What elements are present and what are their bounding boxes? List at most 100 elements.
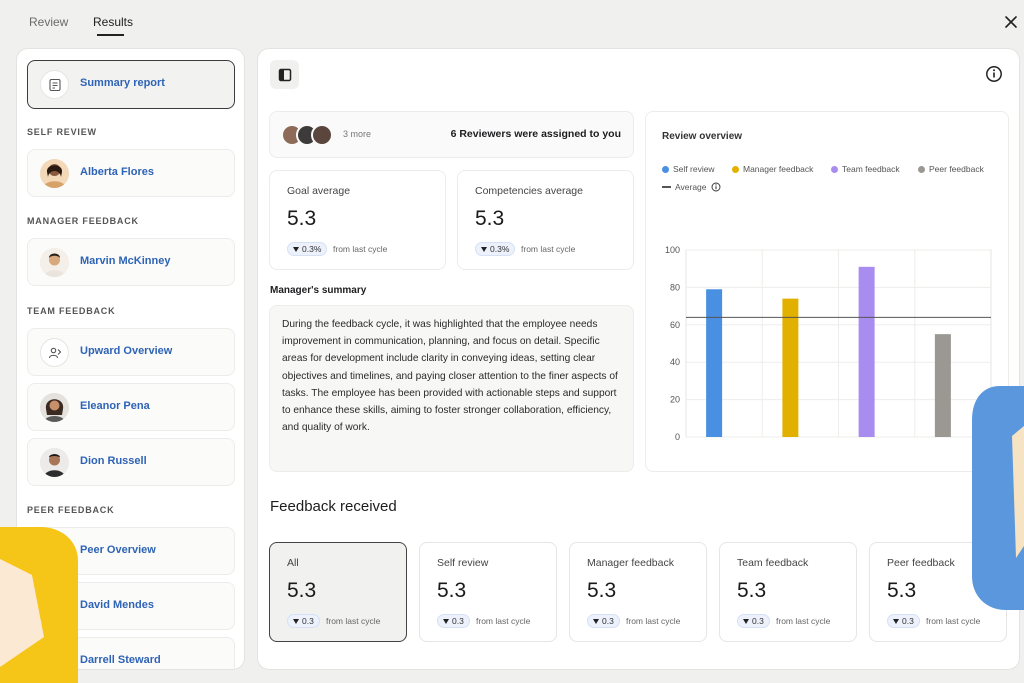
section-title-self-review: SELF REVIEW xyxy=(27,127,97,137)
delta-value: 0.3 xyxy=(302,616,314,626)
sidebar-item-summary-report[interactable]: Summary report xyxy=(27,60,235,109)
legend-item: Manager feedback xyxy=(732,164,813,174)
bar-manager-feedback xyxy=(782,298,799,437)
legend-item-average: Average xyxy=(662,182,721,192)
stat-value: 5.3 xyxy=(287,207,317,230)
delta-note: from last cycle xyxy=(476,616,531,626)
delta-badge: 0.3 xyxy=(737,614,770,628)
sidebar-item-label: Upward Overview xyxy=(80,345,173,357)
delta-badge: 0.3 xyxy=(587,614,620,628)
sidebar-item-label: Eleanor Pena xyxy=(80,400,150,412)
delta-note: from last cycle xyxy=(333,244,388,254)
legend-label: Average xyxy=(675,182,707,192)
sidebar-item-label: Darrell Steward xyxy=(80,654,161,666)
legend-swatch xyxy=(831,165,838,173)
delta-badge: 0.3% xyxy=(287,242,328,256)
delta-badge: 0.3 xyxy=(887,614,920,628)
feedback-card-all[interactable]: All 5.3 0.3 from last cycle xyxy=(269,542,407,642)
delta-value: 0.3 xyxy=(902,616,914,626)
sidebar-item-label: Alberta Flores xyxy=(80,166,154,178)
reviewers-card: 3 more 6 Reviewers were assigned to you xyxy=(269,111,634,158)
info-icon[interactable] xyxy=(711,182,721,192)
avatar xyxy=(40,159,69,188)
tab-review[interactable]: Review xyxy=(29,15,69,29)
delta-value: 0.3 xyxy=(452,616,464,626)
sidebar-item-alberta-flores[interactable]: Alberta Flores xyxy=(27,149,235,197)
sidebar-item-label: Peer Overview xyxy=(80,544,156,556)
feedback-card-value: 5.3 xyxy=(737,579,767,602)
legend-item: Self review xyxy=(662,164,715,174)
avatar xyxy=(40,393,69,422)
decorative-blue-shape xyxy=(972,386,1024,610)
delta-note: from last cycle xyxy=(626,616,681,626)
feedback-card-label: Self review xyxy=(437,557,489,569)
y-tick-label: 80 xyxy=(670,282,680,292)
legend-item: Peer feedback xyxy=(918,164,984,174)
down-arrow-icon xyxy=(293,618,299,624)
y-tick-label: 20 xyxy=(670,395,680,405)
review-overview-chart: 0 20 40 60 80 100 xyxy=(665,245,992,442)
delta-note: from last cycle xyxy=(326,616,381,626)
stat-label: Competencies average xyxy=(475,185,583,197)
feedback-card-label: Team feedback xyxy=(737,557,809,569)
feedback-received-title: Feedback received xyxy=(270,498,397,515)
delta-value: 0.3% xyxy=(490,244,510,254)
down-arrow-icon xyxy=(593,618,599,624)
legend-swatch xyxy=(732,165,739,173)
sidebar-item-label: David Mendes xyxy=(80,599,154,611)
managers-summary-title: Manager's summary xyxy=(270,285,367,296)
down-arrow-icon xyxy=(743,618,749,624)
delta-note: from last cycle xyxy=(521,244,576,254)
stat-value: 5.3 xyxy=(475,207,505,230)
review-overview-card: Review overview Self review Manager feed… xyxy=(645,111,1009,472)
managers-summary-text: During the feedback cycle, it was highli… xyxy=(282,319,618,434)
feedback-card-value: 5.3 xyxy=(437,579,467,602)
feedback-card-label: All xyxy=(287,557,299,569)
avatar xyxy=(40,448,69,477)
delta-value: 0.3 xyxy=(602,616,614,626)
delta-badge: 0.3% xyxy=(475,242,516,256)
y-tick-label: 0 xyxy=(675,432,680,442)
bar-peer-feedback xyxy=(934,334,951,437)
close-icon[interactable] xyxy=(1002,13,1020,31)
avatar xyxy=(311,124,333,146)
legend-line xyxy=(662,186,671,188)
feedback-card-team-feedback[interactable]: Team feedback 5.3 0.3 from last cycle xyxy=(719,542,857,642)
down-arrow-icon xyxy=(893,618,899,624)
sidebar-toggle-icon xyxy=(278,68,291,81)
y-tick-label: 100 xyxy=(665,245,680,255)
legend-swatch xyxy=(918,165,925,173)
delta-badge: 0.3 xyxy=(287,614,320,628)
feedback-card-value: 5.3 xyxy=(887,579,917,602)
stat-label: Goal average xyxy=(287,185,351,197)
tab-results[interactable]: Results xyxy=(93,15,134,29)
sidebar-item-label: Dion Russell xyxy=(80,455,147,467)
delta-note: from last cycle xyxy=(926,616,981,626)
y-tick-label: 60 xyxy=(670,320,680,330)
feedback-card-manager-feedback[interactable]: Manager feedback 5.3 0.3 from last cycle xyxy=(569,542,707,642)
info-icon[interactable] xyxy=(985,65,1003,83)
sidebar-item-upward-overview[interactable]: Upward Overview xyxy=(27,328,235,376)
active-tab-indicator xyxy=(97,34,124,36)
competencies-average-card: Competencies average 5.3 0.3% from last … xyxy=(457,170,634,270)
delta-value: 0.3% xyxy=(302,244,322,254)
sidebar-item-marvin-mckinney[interactable]: Marvin McKinney xyxy=(27,238,235,286)
sidebar-item-eleanor-pena[interactable]: Eleanor Pena xyxy=(27,383,235,431)
top-bar: Review Results xyxy=(0,0,1024,46)
feedback-card-label: Peer feedback xyxy=(887,557,955,569)
sidebar-item-label: Marvin McKinney xyxy=(80,255,171,267)
legend-label: Manager feedback xyxy=(743,164,814,174)
feedback-card-self-review[interactable]: Self review 5.3 0.3 from last cycle xyxy=(419,542,557,642)
bar-team-feedback xyxy=(858,266,875,437)
reviewers-assigned-text: 6 Reviewers were assigned to you xyxy=(450,128,621,140)
decorative-yellow-shape xyxy=(0,527,78,683)
report-icon xyxy=(40,70,69,99)
legend-item: Team feedback xyxy=(831,164,900,174)
legend-label: Team feedback xyxy=(842,164,900,174)
feedback-card-value: 5.3 xyxy=(287,579,317,602)
legend-label: Self review xyxy=(673,164,715,174)
sidebar-item-label: Summary report xyxy=(80,77,165,89)
toggle-sidebar-button[interactable] xyxy=(270,60,299,89)
legend-swatch xyxy=(662,165,669,173)
sidebar-item-dion-russell[interactable]: Dion Russell xyxy=(27,438,235,486)
